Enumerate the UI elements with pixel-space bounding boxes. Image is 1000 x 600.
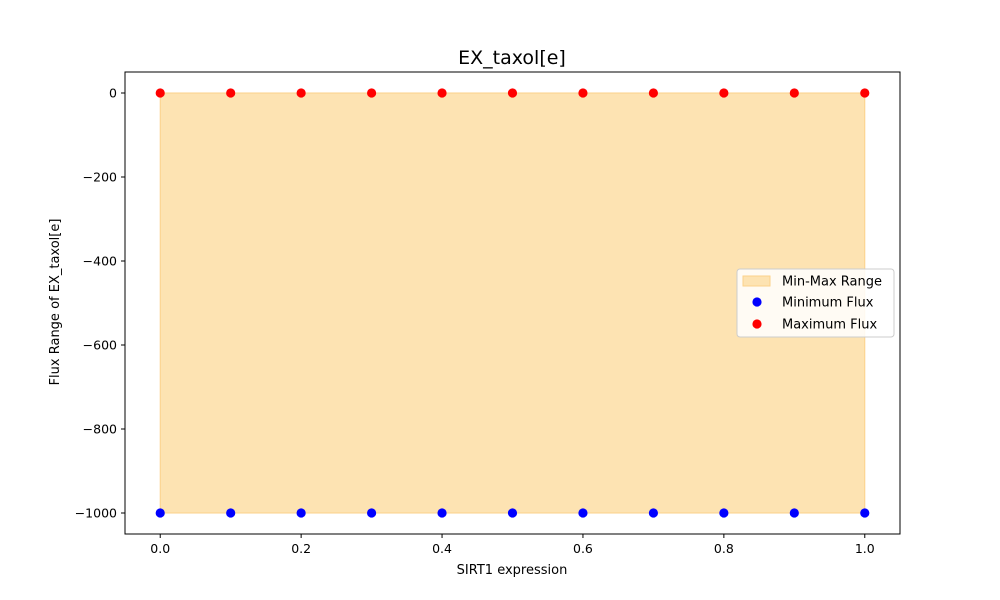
legend-fill-swatch [742, 275, 771, 287]
y-tick-label-4: −800 [83, 422, 117, 437]
legend-minimum-flux-marker [752, 297, 762, 307]
minimum-flux-point-7 [648, 508, 659, 518]
maximum-flux-point-2 [296, 88, 306, 98]
y-axis-ticks: 0 −200 −400 −600 −800 −1000 [75, 86, 125, 521]
maximum-flux-point-7 [648, 88, 659, 98]
maximum-flux-point-9 [789, 88, 799, 98]
y-axis-label: Flux Range of EX_taxol[e] [48, 219, 63, 386]
y-tick-label-2: −400 [83, 254, 117, 269]
maximum-flux-point-0 [155, 88, 165, 98]
y-tick-label-3: −600 [83, 338, 117, 353]
legend-entry-2: Maximum Flux [782, 318, 878, 333]
chart-title: EX_taxol[e] [458, 47, 566, 69]
maximum-flux-point-3 [366, 88, 377, 98]
legend: Min-Max Range Minimum Flux Maximum Flux [736, 268, 895, 338]
minimum-flux-point-5 [507, 508, 518, 518]
minimum-flux-point-4 [437, 508, 447, 518]
minimum-flux-point-1 [226, 508, 236, 518]
axes-frame [124, 71, 901, 535]
legend-entry-1: Minimum Flux [782, 296, 874, 311]
minimum-flux-point-2 [296, 508, 306, 518]
x-tick-label-4: 0.8 [714, 541, 734, 556]
maximum-flux-point-6 [578, 88, 588, 98]
legend-box [736, 268, 895, 338]
y-tick-label-1: −200 [83, 170, 117, 185]
x-axis-ticks: 0.0 0.2 0.4 0.6 0.8 1.0 [150, 534, 875, 556]
legend-entry-0: Min-Max Range [782, 275, 882, 290]
maximum-flux-point-5 [507, 88, 518, 98]
plot-area [124, 71, 901, 535]
x-tick-label-3: 0.6 [573, 541, 593, 556]
x-tick-label-0: 0.0 [150, 541, 170, 556]
maximum-flux-point-1 [226, 88, 236, 98]
minimum-flux-point-0 [155, 508, 165, 518]
legend-maximum-flux-marker [752, 319, 762, 329]
maximum-flux-point-8 [719, 88, 729, 98]
minimum-flux-point-8 [719, 508, 729, 518]
minimum-flux-point-6 [578, 508, 588, 518]
x-tick-label-2: 0.4 [432, 541, 452, 556]
minimum-flux-point-3 [366, 508, 377, 518]
maximum-flux-point-4 [437, 88, 447, 98]
minimum-flux-point-9 [789, 508, 799, 518]
x-axis-label: SIRT1 expression [457, 563, 568, 578]
x-tick-label-1: 0.2 [291, 541, 311, 556]
minimum-flux-point-10 [860, 508, 870, 518]
x-tick-label-5: 1.0 [855, 541, 875, 556]
y-tick-label-5: −1000 [75, 506, 117, 521]
y-tick-label-0: 0 [109, 86, 117, 101]
maximum-flux-point-10 [860, 88, 870, 98]
